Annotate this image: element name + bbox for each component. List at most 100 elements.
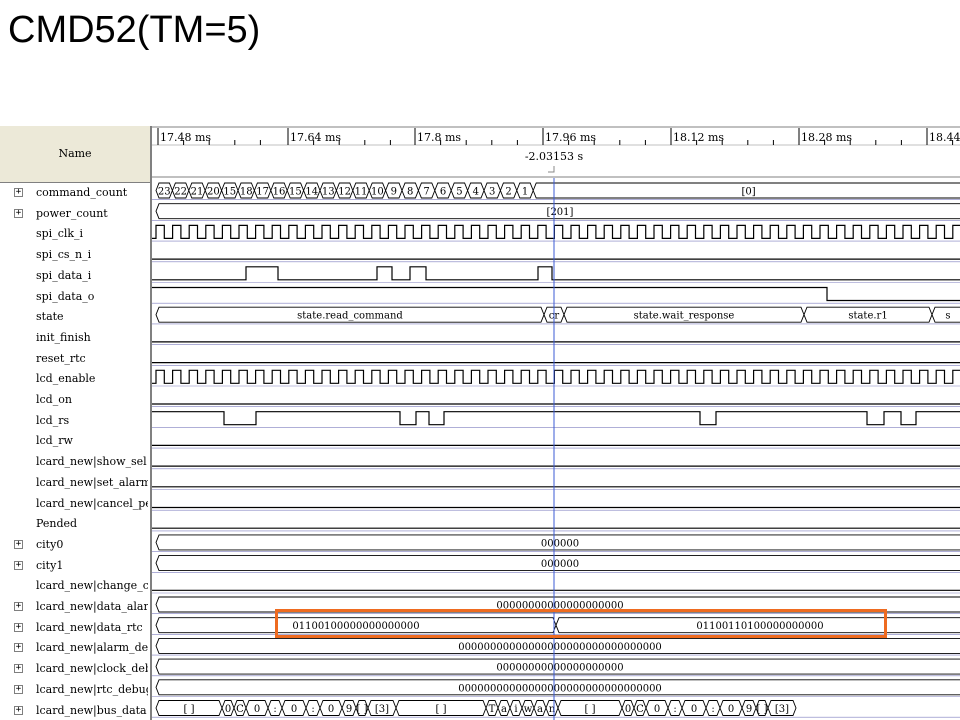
bus-value-label: [0] bbox=[742, 187, 756, 198]
bus-value-label: 12 bbox=[338, 187, 351, 198]
tick-label: 17.64 ms bbox=[290, 131, 341, 144]
bus-value-label: 2 bbox=[505, 187, 511, 198]
expand-plus-icon[interactable]: + bbox=[14, 559, 23, 570]
waveform-row[interactable]: 00000000000000000000000000000000 bbox=[155, 637, 960, 654]
signal-row-name[interactable]: lcd_rs bbox=[0, 411, 150, 431]
bus-value-label: 18 bbox=[240, 187, 253, 198]
expand-plus-icon[interactable]: + bbox=[14, 187, 23, 197]
waveform-row[interactable]: 00000000000000000000 bbox=[155, 658, 960, 675]
signal-row-name[interactable]: + lcard_new|clock_debu bbox=[0, 659, 150, 679]
signal-row-name[interactable]: spi_data_o bbox=[0, 287, 150, 307]
signal-row-name[interactable]: state bbox=[0, 307, 150, 327]
signal-name: Pended bbox=[36, 517, 78, 531]
expand-plus-icon[interactable]: + bbox=[14, 683, 23, 694]
signal-row-name[interactable]: + command_count bbox=[0, 183, 150, 203]
signal-row-name[interactable]: Pended bbox=[0, 514, 150, 534]
bus-value-label: n bbox=[549, 704, 556, 715]
signal-row-name[interactable]: + city0 bbox=[0, 535, 150, 555]
waveform-row[interactable] bbox=[152, 224, 960, 239]
bus-value-label: [ ] bbox=[357, 704, 368, 715]
signal-row-name[interactable]: lcd_on bbox=[0, 390, 150, 410]
signal-row-name[interactable]: init_finish bbox=[0, 328, 150, 348]
bus-value-label: 01100100000000000000 bbox=[292, 621, 419, 632]
signal-name: command_count bbox=[36, 186, 128, 199]
bus-value-label: 14 bbox=[305, 187, 318, 198]
waveform-row[interactable]: 000000 bbox=[155, 555, 960, 572]
signal-row-name[interactable]: lcard_new|show_sel bbox=[0, 452, 150, 472]
waveform-row[interactable]: 01100100000000000000 01100110100000000000 bbox=[155, 617, 960, 634]
signal-row-name[interactable]: + lcard_new|alarm_debu bbox=[0, 638, 150, 658]
waveform-row[interactable]: 000000 bbox=[155, 534, 960, 551]
bus-value-label: [3] bbox=[375, 704, 389, 715]
waveform-row[interactable] bbox=[152, 266, 960, 281]
signal-row-name[interactable]: + power_count bbox=[0, 204, 150, 224]
cursor-handle[interactable] bbox=[548, 166, 555, 173]
bus-value-label: [ ] bbox=[757, 704, 768, 715]
signal-row-name[interactable]: spi_clk_i bbox=[0, 224, 150, 244]
signal-name: init_finish bbox=[36, 330, 91, 344]
signal-row-name[interactable]: lcard_new|cancel_pend bbox=[0, 494, 150, 514]
waveform-row[interactable] bbox=[152, 369, 960, 384]
signal-name: lcd_rs bbox=[36, 413, 70, 427]
bus-value-label: 22 bbox=[174, 187, 187, 198]
expand-plus-icon[interactable]: + bbox=[14, 642, 23, 653]
bus-value-label: 0 bbox=[225, 704, 231, 715]
signal-row-name[interactable]: reset_rtc bbox=[0, 349, 150, 369]
waveform-row[interactable]: 00000000000000000000000000000000 bbox=[155, 679, 960, 696]
bus-value-label: [ ] bbox=[184, 704, 195, 715]
grid-lines bbox=[152, 199, 960, 718]
signal-row-name[interactable]: + lcard_new|rtc_debug bbox=[0, 680, 150, 700]
bus-value-label: 0 bbox=[291, 704, 297, 715]
signal-name: lcd_on bbox=[36, 393, 72, 406]
signal-row-name[interactable]: lcard_new|set_alarm bbox=[0, 473, 150, 493]
bus-value-label: 21 bbox=[191, 187, 204, 198]
signal-name: lcard_new|rtc_debug bbox=[36, 682, 148, 696]
waveform-viewer[interactable]: Name + command_count + power_count spi_clk_i… bbox=[0, 126, 960, 720]
signal-row-name[interactable]: lcd_rw bbox=[0, 431, 150, 451]
expand-plus-icon[interactable]: + bbox=[14, 704, 23, 715]
bus-value-label: 23 bbox=[158, 187, 171, 198]
signal-row-name[interactable]: + lcard_new|data_rtc bbox=[0, 618, 150, 638]
signal-name: spi_data_o bbox=[36, 289, 95, 303]
waveform-row[interactable] bbox=[152, 411, 960, 426]
signal-row-name[interactable]: lcd_enable bbox=[0, 369, 150, 389]
bus-value-label: : bbox=[711, 704, 714, 715]
bus-value-label: 5 bbox=[456, 187, 462, 198]
bus-value-label: a bbox=[537, 704, 543, 715]
signal-name: lcard_new|show_sel bbox=[36, 455, 147, 469]
bus-segment bbox=[155, 637, 960, 654]
timescale-header[interactable]: 17.48 ms 17.64 ms 17.8 ms 17.96 ms 18.12 ms 1… bbox=[152, 126, 960, 178]
waveform-row[interactable]: 23 22 21 20 15 18 17 16 15 14 13 12 11 10 9 8 7 6 5 4 3 2 1 [0] bbox=[155, 182, 960, 199]
signal-row-name[interactable]: lcard_new|change_city bbox=[0, 576, 150, 596]
signal-row-name[interactable]: + city1 bbox=[0, 556, 150, 576]
waveform-row[interactable]: 00000000000000000000 bbox=[155, 596, 960, 613]
expand-plus-icon[interactable]: + bbox=[14, 621, 23, 632]
signal-name: lcd_enable bbox=[36, 372, 96, 386]
expand-plus-icon[interactable]: + bbox=[14, 601, 23, 611]
waveform-row[interactable]: [201] bbox=[155, 203, 960, 220]
bus-value-label: i bbox=[514, 704, 517, 715]
bus-value-label: 0 bbox=[328, 704, 334, 715]
bus-value-label: 0 bbox=[691, 704, 697, 715]
expand-plus-icon[interactable]: + bbox=[14, 663, 23, 674]
signal-row-name[interactable]: spi_cs_n_i bbox=[0, 245, 150, 265]
bus-segment bbox=[555, 617, 960, 634]
signal-row-name[interactable]: spi_data_i bbox=[0, 266, 150, 286]
signal-row-name[interactable]: + lcard_new|data_alarm bbox=[0, 597, 150, 617]
bus-value-label: 0 bbox=[728, 704, 734, 715]
name-column-header[interactable]: Name bbox=[0, 126, 152, 183]
waveform-area[interactable]: 17.48 ms 17.64 ms 17.8 ms 17.96 ms 18.12 ms 1… bbox=[152, 126, 960, 720]
expand-plus-icon[interactable]: + bbox=[14, 207, 23, 218]
waveform-row[interactable] bbox=[152, 286, 960, 302]
signal-row-name[interactable]: + lcard_new|bus_data bbox=[0, 701, 150, 720]
bus-value-label: w bbox=[524, 704, 533, 715]
bus-value-label: 0 bbox=[254, 704, 260, 715]
bus-value-label: 0 bbox=[625, 704, 631, 715]
tick-label: 18.44 ms bbox=[929, 131, 960, 144]
signal-name-list[interactable]: + command_count + power_count spi_clk_i spi_c… bbox=[0, 183, 152, 720]
waveform-row[interactable]: state.read_command cr state.wait_response s… bbox=[155, 306, 960, 323]
expand-plus-icon[interactable]: + bbox=[14, 538, 23, 549]
bus-value-label: 9 bbox=[746, 704, 752, 715]
bus-value-label: 0 bbox=[654, 704, 660, 715]
